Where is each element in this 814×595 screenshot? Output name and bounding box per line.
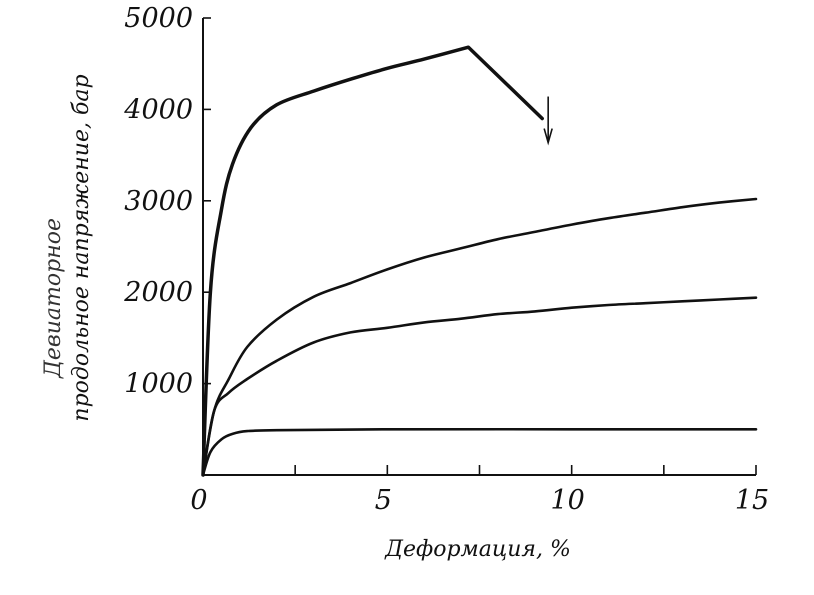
x-axis-title: Деформация, %	[384, 537, 571, 562]
x-tick-label: 10	[550, 485, 584, 516]
series-line-2	[201, 197, 758, 477]
x-tick-label: 15	[735, 485, 769, 516]
y-tick-label: 4000	[123, 94, 193, 125]
curves	[201, 45, 758, 477]
y-tick-label: 3000	[124, 186, 193, 217]
y-axis-title-line-1: Девиаторное	[41, 218, 66, 379]
series-line-4	[201, 427, 758, 477]
y-axis-title-line-2: продольное напряжение, бар	[69, 74, 94, 421]
series-line-1	[201, 45, 544, 477]
x-tick-label: 0	[190, 485, 207, 516]
tick-labels: 1000 2000 3000 4000 5000 0 5 10 15	[123, 3, 769, 516]
y-tick-label: 2000	[123, 277, 193, 308]
axes	[202, 18, 756, 476]
y-tick-label: 5000	[124, 3, 193, 34]
failure-arrow-head	[543, 128, 553, 146]
y-tick-label: 1000	[124, 369, 193, 400]
ticks	[203, 17, 757, 475]
x-tick-label: 5	[375, 485, 392, 516]
series-line-3	[201, 296, 758, 477]
